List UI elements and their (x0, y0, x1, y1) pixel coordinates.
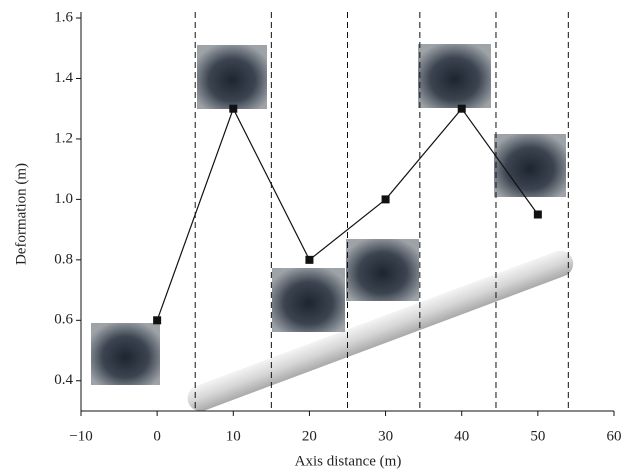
x-axis-label: Axis distance (m) (295, 453, 402, 469)
data-point (381, 195, 390, 204)
data-point (457, 104, 466, 113)
y-axis-label: Deformation (m) (13, 163, 29, 265)
data-point (305, 255, 314, 264)
x-tick-label: 50 (530, 428, 545, 444)
data-point (533, 210, 542, 219)
site-photos (91, 44, 566, 385)
y-tick-label: 1.6 (54, 9, 73, 25)
x-tick-label: 40 (454, 428, 469, 444)
y-tick-label: 0.8 (54, 251, 73, 267)
x-tick-label: 60 (607, 428, 622, 444)
x-tick-label: 20 (302, 428, 317, 444)
y-tick-label: 0.6 (54, 312, 73, 328)
y-tick-label: 1.2 (54, 130, 73, 146)
y-tick-label: 1.4 (54, 70, 73, 86)
tunnel-model (187, 250, 574, 412)
y-tick-label: 0.4 (54, 372, 73, 388)
data-point (229, 104, 238, 113)
y-tick-label: 1.0 (54, 191, 73, 207)
data-line (156, 107, 539, 321)
x-tick-label: 30 (378, 428, 393, 444)
data-point (153, 316, 162, 325)
x-tick-label: 10 (226, 428, 241, 444)
x-tick-label: 0 (153, 428, 161, 444)
x-tick-label: −10 (69, 428, 92, 444)
